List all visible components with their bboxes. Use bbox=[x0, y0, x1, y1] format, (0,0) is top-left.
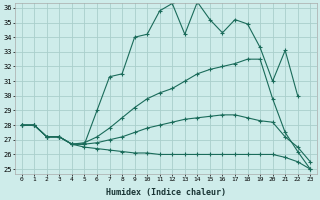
X-axis label: Humidex (Indice chaleur): Humidex (Indice chaleur) bbox=[106, 188, 226, 197]
